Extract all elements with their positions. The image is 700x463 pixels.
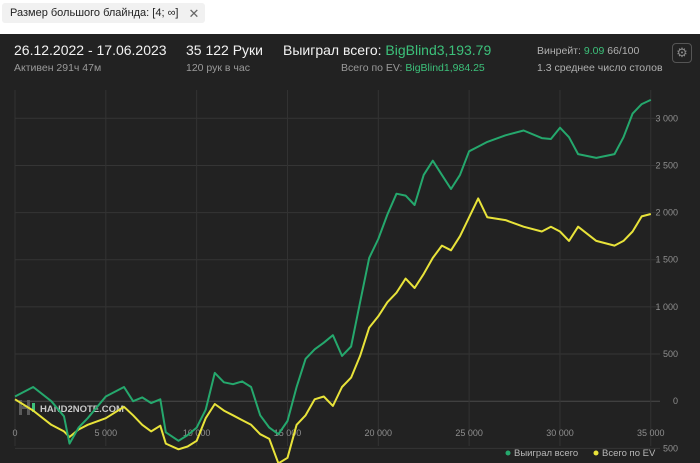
- winrate-rest: 66/100: [607, 45, 640, 57]
- settings-gear-icon[interactable]: ⚙: [672, 43, 692, 63]
- y-tick-label: 2 000: [655, 208, 678, 218]
- chart-legend: Выиграл всего Всего по EV: [505, 448, 656, 459]
- won-block: Выиграл всего: BigBlind3,193.79 Всего по…: [283, 42, 491, 74]
- y-tick-label: 500: [663, 443, 678, 453]
- x-tick-label: 15 000: [274, 428, 302, 438]
- chart-axis-labels: 500 0 500 1 000 1 500 2 000 2 500 3 000 0 5 000 10…: [12, 113, 678, 453]
- x-tick-label: 10 000: [183, 428, 211, 438]
- hands-per-hour: 120 рук в час: [186, 62, 250, 74]
- legend-label: Выиграл всего: [514, 448, 578, 459]
- results-chart: 500 0 500 1 000 1 500 2 000 2 500 3 000 0 5 000 10…: [12, 90, 678, 463]
- legend-swatch: [593, 450, 599, 456]
- x-tick-label: 35 000: [637, 428, 665, 438]
- date-range-block: 26.12.2022 - 17.06.2023 Активен 291ч 47м: [14, 42, 167, 74]
- winrate-label: Винрейт:: [537, 45, 581, 57]
- legend-item-won[interactable]: Выиграл всего: [505, 448, 579, 459]
- close-icon[interactable]: ✕: [188, 5, 200, 21]
- won-total-value: BigBlind3,193.79: [385, 42, 492, 58]
- chart-grid: [14, 90, 660, 449]
- winrate-value: 9.09: [583, 45, 605, 57]
- won-total-label: Выиграл всего:: [283, 42, 382, 58]
- active-time: Активен 291ч 47м: [14, 62, 102, 74]
- x-tick-label: 20 000: [365, 428, 393, 438]
- series-line-won: [14, 98, 652, 445]
- legend-item-ev[interactable]: Всего по EV: [593, 448, 656, 459]
- watermark-text: HAND2NOTE.COM: [40, 404, 124, 415]
- graph-panel: 500 0 500 1 000 1 500 2 000 2 500 3 000 0 5 000 10…: [0, 34, 700, 463]
- ev-total-value: BigBlind1,984.25: [405, 62, 485, 74]
- y-tick-label: 500: [663, 349, 678, 359]
- filter-chip[interactable]: Размер большого блайнда: [4; ∞] ✕: [2, 3, 206, 23]
- legend-label: Всего по EV: [602, 448, 656, 459]
- y-tick-label: 1 000: [655, 302, 678, 312]
- date-range: 26.12.2022 - 17.06.2023: [14, 42, 167, 58]
- y-tick-label: 0: [673, 396, 678, 406]
- stats-header: 26.12.2022 - 17.06.2023 Активен 291ч 47м…: [0, 34, 700, 84]
- x-tick-label: 0: [12, 428, 17, 438]
- y-tick-label: 2 500: [655, 160, 678, 170]
- hands-block: 35 122 Руки 120 рук в час: [186, 42, 263, 74]
- filter-bar: Размер большого блайнда: [4; ∞] ✕: [0, 0, 700, 34]
- ev-total-label: Всего по EV:: [341, 62, 403, 74]
- x-tick-label: 25 000: [455, 428, 483, 438]
- avg-tables: 1.3 среднее число столов: [537, 62, 663, 74]
- winrate-block: Винрейт: 9.09 66/100 1.3 среднее число с…: [537, 42, 663, 74]
- y-tick-label: 1 500: [655, 255, 678, 265]
- series-line-ev: [14, 197, 652, 463]
- x-tick-label: 5 000: [95, 428, 118, 438]
- hands-count: 35 122 Руки: [186, 42, 263, 58]
- y-tick-label: 3 000: [655, 113, 678, 123]
- chart-series: [14, 98, 652, 463]
- filter-chip-label: Размер большого блайнда: [4; ∞]: [10, 7, 179, 19]
- legend-swatch: [505, 450, 511, 456]
- x-tick-label: 30 000: [546, 428, 574, 438]
